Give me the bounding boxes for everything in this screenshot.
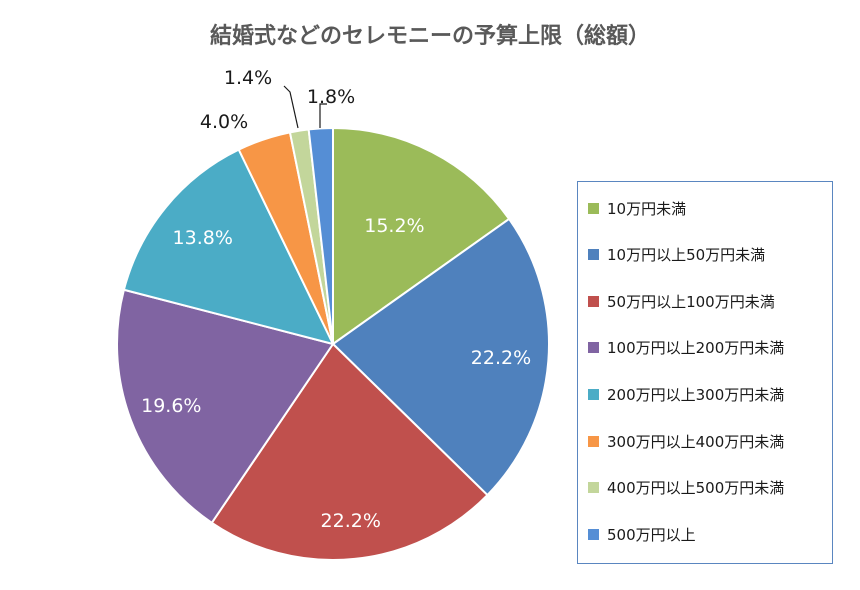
- legend-item-8: 500万円以上: [588, 524, 696, 544]
- pie-slice-3: [210, 342, 489, 561]
- legend-item-4: 100万円以上200万円未満: [588, 338, 784, 358]
- pie-slice-1: [332, 126, 511, 346]
- slice-value-label-1: 15.2%: [364, 215, 424, 237]
- slice-value-label-7: 1.4%: [224, 67, 272, 89]
- legend-swatch: [588, 435, 599, 447]
- legend-item-2: 10万円以上50万円未満: [588, 245, 765, 265]
- legend-label: 50万円以上100万円未満: [607, 292, 775, 311]
- chart-title: 結婚式などのセレモニーの予算上限（総額）: [209, 24, 650, 49]
- slice-value-label-2: 22.2%: [471, 347, 531, 369]
- legend-item-1: 10万円未満: [588, 198, 686, 218]
- leader-line-7: [283, 85, 299, 129]
- legend-label: 300万円以上400万円未満: [607, 432, 785, 451]
- pie-slice-2: [331, 217, 550, 497]
- legend-swatch: [588, 342, 599, 354]
- pie-slice-5: [122, 148, 335, 346]
- legend-swatch: [588, 388, 599, 400]
- pie-slice-8: [307, 126, 334, 345]
- slice-value-label-3: 22.2%: [321, 510, 381, 532]
- leader-line-8: [319, 103, 327, 128]
- legend-item-3: 50万円以上100万円未満: [588, 291, 775, 311]
- legend-label: 10万円以上50万円未満: [607, 246, 766, 265]
- legend-label: 200万円以上300万円未満: [607, 385, 785, 404]
- slice-value-label-4: 19.6%: [141, 395, 201, 417]
- legend-swatch: [588, 482, 599, 494]
- slice-value-label-6: 4.0%: [200, 111, 248, 133]
- legend-label: 500万円以上: [607, 525, 696, 544]
- pie-slice-4: [116, 288, 335, 525]
- legend-swatch: [588, 249, 599, 261]
- legend-swatch: [588, 295, 599, 307]
- slice-value-label-8: 1.8%: [307, 86, 355, 108]
- legend-item-5: 200万円以上300万円未満: [588, 384, 784, 404]
- legend-label: 10万円未満: [607, 199, 687, 218]
- legend-label: 100万円以上200万円未満: [607, 339, 785, 358]
- legend-swatch: [588, 202, 599, 214]
- legend-label: 400万円以上500万円未満: [607, 479, 785, 498]
- slice-value-label-5: 13.8%: [173, 227, 233, 249]
- legend-item-7: 400万円以上500万円未満: [588, 478, 784, 498]
- legend: 10万円未満 10万円以上50万円未満 50万円以上100万円未満 100万円以上20…: [577, 181, 833, 564]
- legend-item-6: 300万円以上400万円未満: [588, 431, 784, 451]
- legend-swatch: [588, 528, 599, 540]
